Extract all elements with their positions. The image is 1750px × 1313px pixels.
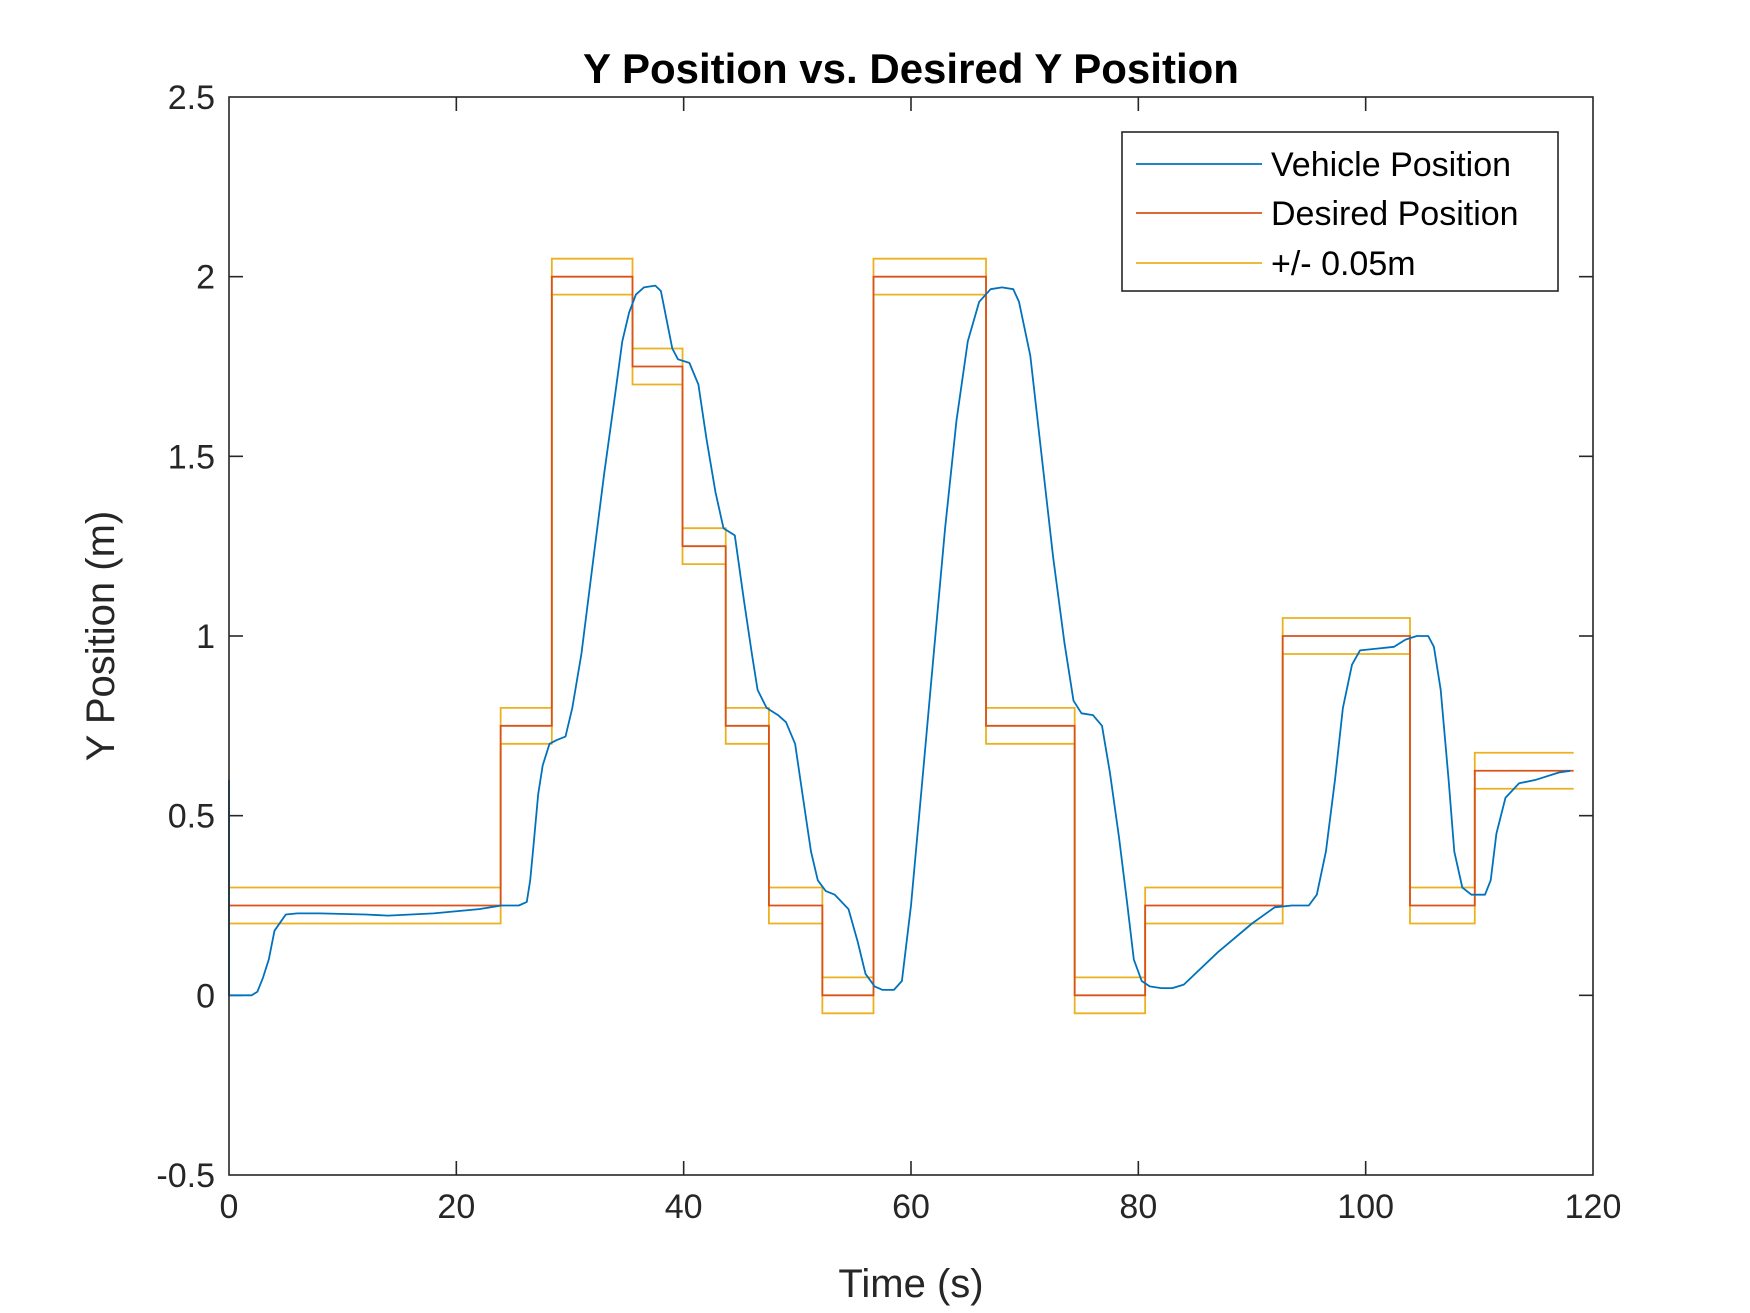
x-axis-label: Time (s) xyxy=(838,1262,983,1306)
legend: Vehicle Position Desired Position +/- 0.… xyxy=(1121,131,1559,292)
legend-label-vehicle: Vehicle Position xyxy=(1271,146,1511,184)
y-tick-label: 2 xyxy=(196,259,215,297)
y-tick-labels: -0.5 0 0.5 1 1.5 2 2.5 xyxy=(156,79,215,1195)
desired-position-line xyxy=(229,275,1574,997)
x-tick-labels: 0 20 40 60 80 100 120 xyxy=(220,1188,1622,1226)
axes-box xyxy=(228,96,1594,1176)
legend-box xyxy=(1121,131,1559,292)
tick-marks xyxy=(229,97,1593,1175)
x-tick-label: 100 xyxy=(1337,1188,1394,1226)
tolerance-bounds xyxy=(229,257,1574,1015)
y-tick-label: 1.5 xyxy=(168,438,215,476)
x-tick-label: 80 xyxy=(1119,1188,1157,1226)
x-tick-label: 60 xyxy=(892,1188,930,1226)
y-tick-label: 2.5 xyxy=(168,79,215,117)
desired-position-series xyxy=(229,275,1574,997)
y-tick-label: 1 xyxy=(196,618,215,656)
y-axis-label: Y Position (m) xyxy=(79,511,123,761)
y-tick-label: 0.5 xyxy=(168,798,215,836)
upper-bound-line xyxy=(229,257,1574,979)
legend-label-tolerance: +/- 0.05m xyxy=(1271,245,1416,283)
y-tick-label: -0.5 xyxy=(156,1157,215,1195)
y-tick-label: 0 xyxy=(196,977,215,1015)
chart-title: Y Position vs. Desired Y Position xyxy=(583,45,1239,92)
vehicle-position-line xyxy=(228,284,1571,997)
vehicle-position-series xyxy=(228,284,1571,997)
x-tick-label: 20 xyxy=(437,1188,475,1226)
x-tick-label: 40 xyxy=(665,1188,703,1226)
lower-bound-line xyxy=(229,293,1574,1015)
x-tick-label: 120 xyxy=(1565,1188,1622,1226)
legend-label-desired: Desired Position xyxy=(1271,195,1519,233)
x-tick-label: 0 xyxy=(220,1188,239,1226)
